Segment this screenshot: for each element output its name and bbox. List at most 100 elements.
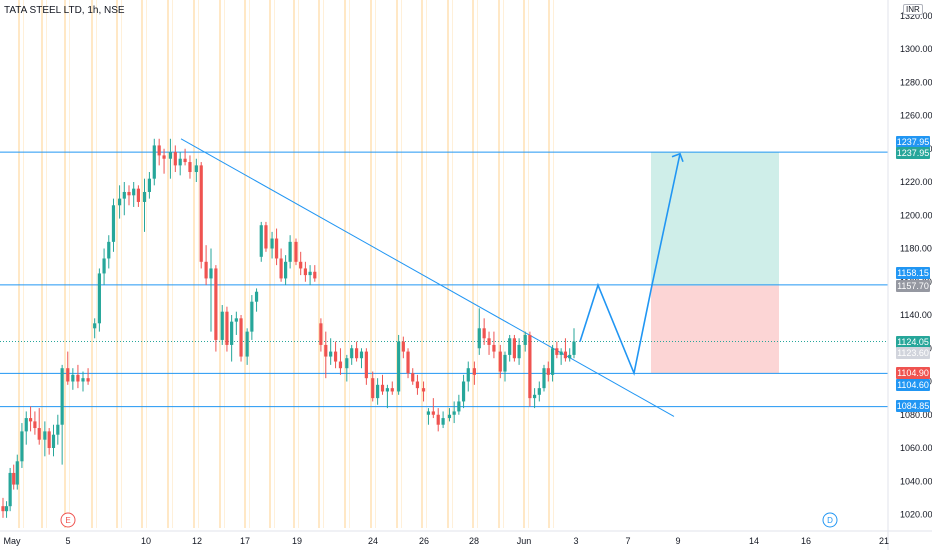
- candle-body: [204, 261, 208, 279]
- candle: [308, 265, 312, 286]
- candle-body: [431, 411, 435, 415]
- candle: [178, 152, 182, 176]
- candle: [333, 341, 338, 369]
- candle-body: [542, 368, 546, 389]
- candle-body: [102, 258, 106, 274]
- price-tick-label: 1180.00: [900, 244, 932, 254]
- candle: [364, 348, 368, 385]
- price-tag-box: [896, 336, 930, 348]
- candle: [385, 384, 389, 409]
- candle: [523, 331, 527, 352]
- time-tick-label: 7: [625, 536, 630, 546]
- session-stripe: [396, 0, 398, 528]
- candle: [199, 162, 203, 269]
- session-stripe: [249, 0, 250, 528]
- candle: [28, 406, 33, 432]
- currency-badge[interactable]: INR: [903, 4, 923, 15]
- candle-body: [324, 344, 328, 357]
- candle-body: [254, 291, 259, 302]
- candle-body: [209, 268, 213, 279]
- candle-body: [107, 241, 111, 259]
- price-tag-box: [896, 280, 930, 292]
- price-tick-label: 1300.00: [900, 44, 932, 54]
- candle-body: [308, 271, 312, 276]
- candle: [431, 398, 435, 419]
- candle: [550, 344, 555, 382]
- candle-body: [66, 368, 70, 382]
- candle: [401, 336, 405, 359]
- price-tick-label: 1280.00: [900, 77, 932, 87]
- candle: [204, 245, 208, 286]
- candle-body: [111, 205, 116, 242]
- candle: [214, 265, 218, 352]
- candle: [157, 138, 161, 166]
- candle: [250, 295, 254, 340]
- candle-body: [279, 258, 283, 279]
- candle-body: [142, 191, 147, 202]
- candle: [498, 344, 502, 379]
- price-tag-box: [896, 136, 930, 148]
- candle: [183, 148, 187, 166]
- time-tick-label: 16: [801, 536, 811, 546]
- event-marker-circle: [60, 512, 76, 528]
- candle-body: [194, 165, 198, 173]
- candle-body: [132, 188, 136, 196]
- price-tag-box: [896, 147, 930, 159]
- candle: [482, 318, 486, 345]
- candle-body: [550, 348, 555, 375]
- candle: [209, 248, 213, 332]
- candle: [354, 341, 359, 362]
- session-stripe: [64, 0, 66, 528]
- session-stripe: [46, 0, 47, 528]
- price-tag-text: 1084.85: [897, 401, 930, 411]
- candle: [234, 311, 238, 335]
- candle-body: [220, 311, 224, 340]
- candle-body: [411, 373, 415, 382]
- candle: [111, 198, 116, 252]
- candle-body: [234, 318, 238, 322]
- session-stripe: [274, 0, 275, 528]
- candle: [47, 428, 51, 455]
- candle: [284, 255, 288, 286]
- candle-body: [60, 368, 64, 425]
- candle-body: [364, 351, 368, 379]
- candle-body: [533, 394, 537, 399]
- candle-body: [441, 418, 445, 425]
- candle-body: [20, 431, 24, 462]
- candle-body: [225, 311, 229, 345]
- session-stripe: [269, 0, 271, 528]
- candle-body: [452, 411, 456, 415]
- time-tick-label: 3: [573, 536, 578, 546]
- candle: [376, 378, 380, 405]
- session-stripe: [318, 0, 320, 528]
- candle-body: [294, 241, 298, 262]
- candle-body: [390, 388, 394, 392]
- projection-arrowhead: [671, 152, 684, 163]
- event-marker-label: E: [65, 516, 70, 525]
- candle-body: [250, 301, 254, 332]
- candle-body: [136, 188, 140, 202]
- candle-body: [354, 348, 359, 359]
- candle: [81, 371, 85, 392]
- candle: [37, 408, 41, 445]
- candle-body: [51, 434, 56, 448]
- candle: [461, 374, 466, 409]
- price-tag-text: 1124.05: [897, 337, 929, 347]
- candle-body: [338, 361, 343, 369]
- candle-body: [380, 384, 385, 392]
- horizontal-levels: [0, 151, 888, 408]
- candle: [537, 381, 541, 402]
- candle-body: [498, 351, 502, 372]
- price-tick-label: 1220.00: [900, 177, 932, 187]
- session-stripe: [523, 0, 525, 528]
- candle-body: [4, 506, 9, 512]
- session-stripe: [421, 0, 423, 528]
- candle-body: [173, 152, 177, 166]
- price-tick-label: 1080.00: [900, 410, 932, 420]
- candle-body: [97, 273, 101, 324]
- candle: [390, 381, 394, 395]
- candle-body: [162, 155, 166, 159]
- candle: [359, 348, 364, 369]
